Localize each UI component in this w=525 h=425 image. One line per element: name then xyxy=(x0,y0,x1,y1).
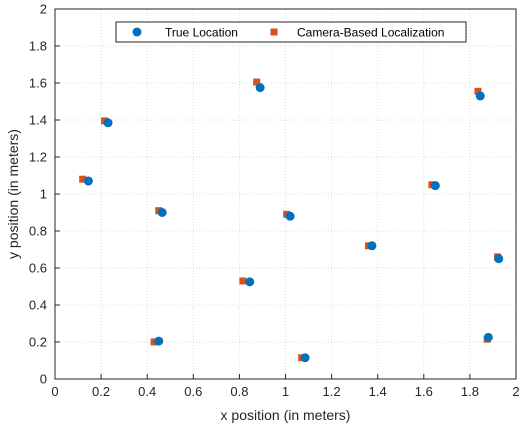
legend-label-true-location: True Location xyxy=(165,26,238,40)
x-tick-label: 1.4 xyxy=(369,384,387,399)
camera-localization-point xyxy=(474,87,482,95)
x-tick-label: 0.6 xyxy=(184,384,202,399)
true-location-point xyxy=(255,83,265,93)
true-location-point xyxy=(475,91,485,101)
true-location-point xyxy=(103,118,113,128)
legend: True Location Camera-Based Localization xyxy=(115,21,467,43)
y-tick-label: 0.2 xyxy=(29,335,47,350)
camera-localization-point xyxy=(79,175,87,183)
camera-localization-point xyxy=(239,277,247,285)
x-tick-label: 1.6 xyxy=(415,384,433,399)
x-tick-label: 2 xyxy=(512,384,519,399)
legend-box xyxy=(115,21,467,43)
axis-ticks: 0 0.2 0.4 0.6 0.8 1 1.2 1.4 1.6 1.8 2 0 0.2 0.4 0.6 0.8… xyxy=(29,2,520,400)
true-location-point xyxy=(367,241,377,251)
x-tick-label: 0 xyxy=(51,384,58,399)
true-location-point xyxy=(83,176,93,186)
true-location-point xyxy=(154,336,164,346)
camera-localization-point xyxy=(253,78,261,86)
true-location-point xyxy=(157,208,167,217)
x-tick-label: 1.8 xyxy=(461,384,479,399)
x-tick-label: 0.8 xyxy=(230,384,248,399)
true-location-point xyxy=(245,277,255,287)
x-tick-label: 0.2 xyxy=(92,384,110,399)
legend-label-camera-localization: Camera-Based Localization xyxy=(297,26,444,40)
x-tick-label: 1.2 xyxy=(323,384,341,399)
y-tick-label: 2 xyxy=(40,2,47,17)
legend-marker-true-location xyxy=(132,27,142,37)
y-tick-label: 1.4 xyxy=(29,113,47,128)
true-location-point xyxy=(430,181,440,191)
y-tick-label: 1 xyxy=(40,187,47,202)
y-tick-label: 1.6 xyxy=(29,76,47,91)
true-location-point xyxy=(285,211,295,221)
legend-marker-camera-localization xyxy=(270,28,278,36)
x-axis-label: x position (in meters) xyxy=(221,407,351,423)
camera-localization-point xyxy=(150,338,158,346)
y-tick-label: 1.2 xyxy=(29,150,47,165)
x-tick-label: 0.4 xyxy=(138,384,156,399)
true-location-point xyxy=(300,353,310,363)
x-tick-label: 1 xyxy=(282,384,289,399)
data-points xyxy=(79,78,504,363)
y-tick-label: 0.6 xyxy=(29,261,47,276)
true-location-point xyxy=(494,254,504,264)
grid xyxy=(55,9,516,379)
true-location-point xyxy=(483,332,493,342)
y-tick-label: 0.8 xyxy=(29,224,47,239)
y-tick-label: 0.4 xyxy=(29,298,47,313)
y-tick-label: 1.8 xyxy=(29,39,47,54)
y-axis-label: y position (in meters) xyxy=(5,129,21,259)
y-tick-label: 0 xyxy=(40,372,47,387)
